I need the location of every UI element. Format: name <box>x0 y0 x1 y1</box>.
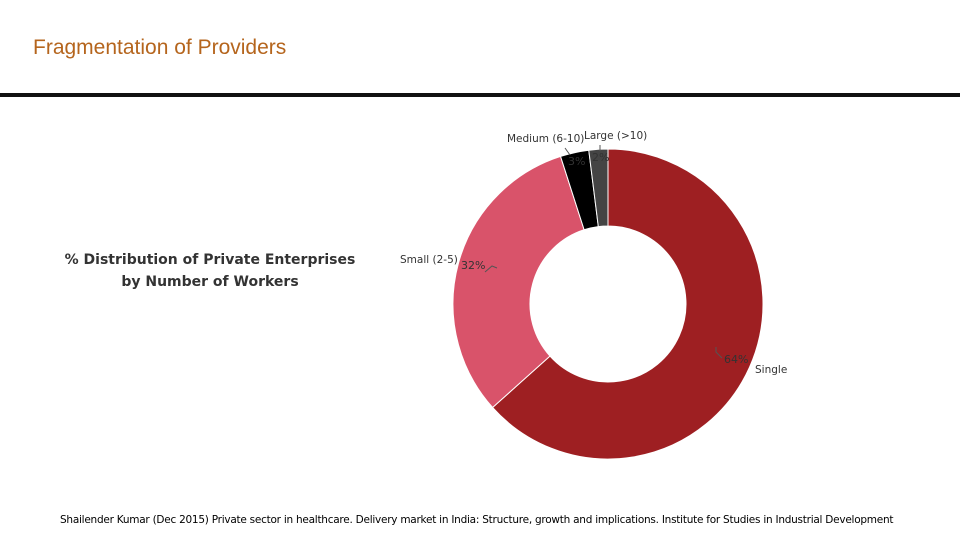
value-label-medium: 3% <box>568 155 586 168</box>
value-label-small: 32% <box>461 259 486 272</box>
category-label-large: Large (>10) <box>584 130 648 142</box>
donut-slice-small <box>452 155 585 409</box>
value-label-large: 2% <box>592 151 610 164</box>
source-citation: Shailender Kumar (Dec 2015) Private sect… <box>60 514 894 526</box>
donut-slice-single <box>491 148 764 460</box>
category-label-single: Single <box>755 364 788 376</box>
donut-slice-large <box>588 148 609 228</box>
leader-lines <box>484 145 723 359</box>
slide-title: Fragmentation of Providers <box>33 36 287 59</box>
title-divider <box>0 93 960 97</box>
donut-slices <box>452 148 764 460</box>
value-label-single: 64% <box>724 353 749 366</box>
leader-line-single <box>715 347 723 359</box>
category-label-small: Small (2-5) <box>400 254 458 266</box>
chart-title: % Distribution of Private Enterprises by… <box>64 252 356 290</box>
category-label-medium: Medium (6-10) <box>507 133 585 145</box>
leader-line-medium <box>564 147 571 156</box>
leader-line-small <box>484 265 498 273</box>
